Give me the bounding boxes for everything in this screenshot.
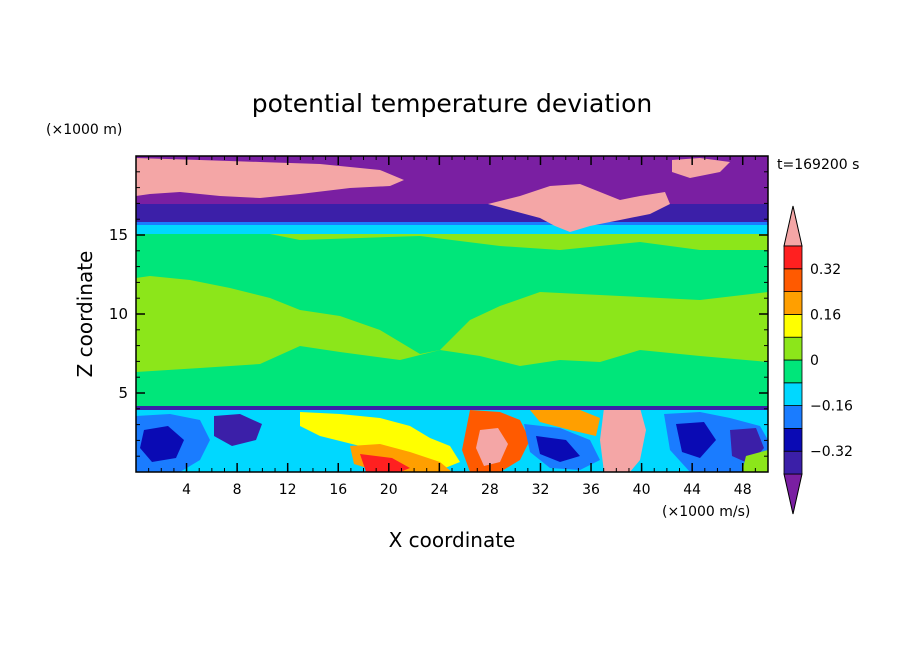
region-slight-negative-low xyxy=(136,346,768,409)
colorbar-tick-label: 0.16 xyxy=(810,307,841,323)
region-lower-darkblue-right xyxy=(676,422,716,458)
region-lower-green-right xyxy=(742,450,768,472)
x-tick-label: 12 xyxy=(279,482,297,498)
x-tick-label: 8 xyxy=(233,482,242,498)
colorbar-swatch xyxy=(783,245,803,270)
region-lower-purple-left xyxy=(214,414,262,446)
colorbar-swatch xyxy=(783,405,803,429)
region-upper-warm-right xyxy=(488,184,670,232)
region-lower-pink-right xyxy=(600,408,646,472)
colorbar-extend-high xyxy=(783,205,803,247)
colorbar-swatch xyxy=(783,336,803,361)
region-lower-red xyxy=(360,454,410,472)
x-axis-label: X coordinate xyxy=(389,528,516,552)
y-tick-label: 15 xyxy=(109,226,128,244)
colorbar-swatch xyxy=(783,427,803,452)
time-label: t=169200 s xyxy=(777,157,859,173)
band-inversion-line xyxy=(136,406,768,410)
x-tick-label: 32 xyxy=(532,482,550,498)
region-lower-darkblue-center xyxy=(536,436,580,462)
region-slight-negative xyxy=(136,232,768,354)
x-tick-label: 44 xyxy=(683,482,701,498)
colorbar-swatch xyxy=(783,313,803,338)
x-tick-label: 24 xyxy=(430,482,448,498)
colorbar-tick-label: −0.16 xyxy=(810,399,853,415)
x-unit-label: (×1000 m/s) xyxy=(662,504,750,520)
region-upper-warm-top xyxy=(672,158,730,178)
band-upper-dark xyxy=(136,204,768,222)
y-tick-label: 10 xyxy=(109,305,128,323)
region-lower-pink-center xyxy=(476,428,508,466)
region-lower-orange-right xyxy=(530,410,600,436)
band-tropopause-edge xyxy=(136,221,768,225)
colorbar-extend-low xyxy=(783,473,803,515)
x-tick-label: 40 xyxy=(633,482,651,498)
chart-title: potential temperature deviation xyxy=(252,89,652,118)
x-tick-label: 48 xyxy=(734,482,752,498)
x-tick-label: 20 xyxy=(380,482,398,498)
colorbar-tick-label: 0 xyxy=(810,353,819,369)
colorbar-swatch xyxy=(783,382,803,406)
x-tick-label: 28 xyxy=(481,482,499,498)
x-tick-label: 16 xyxy=(329,482,347,498)
colorbar-swatch xyxy=(783,268,803,292)
colorbar-tick-label: −0.32 xyxy=(810,444,853,460)
colorbar-swatch xyxy=(783,450,803,475)
colorbar-swatch xyxy=(783,359,803,384)
y-tick-label: 5 xyxy=(118,384,128,402)
y-unit-label: (×1000 m) xyxy=(46,122,122,138)
x-tick-label: 4 xyxy=(182,482,191,498)
colorbar: 0.32 0.16 0 −0.16 −0.32 xyxy=(783,205,853,515)
y-axis-label: Z coordinate xyxy=(73,251,97,378)
band-near-tropopause xyxy=(136,224,768,234)
x-tick-label: 36 xyxy=(582,482,600,498)
contour-field xyxy=(136,156,768,472)
region-lower-darkblue-left xyxy=(140,426,184,462)
colorbar-swatch xyxy=(783,291,803,315)
region-upper-warm-left xyxy=(136,158,404,198)
colorbar-tick-label: 0.32 xyxy=(810,262,841,278)
